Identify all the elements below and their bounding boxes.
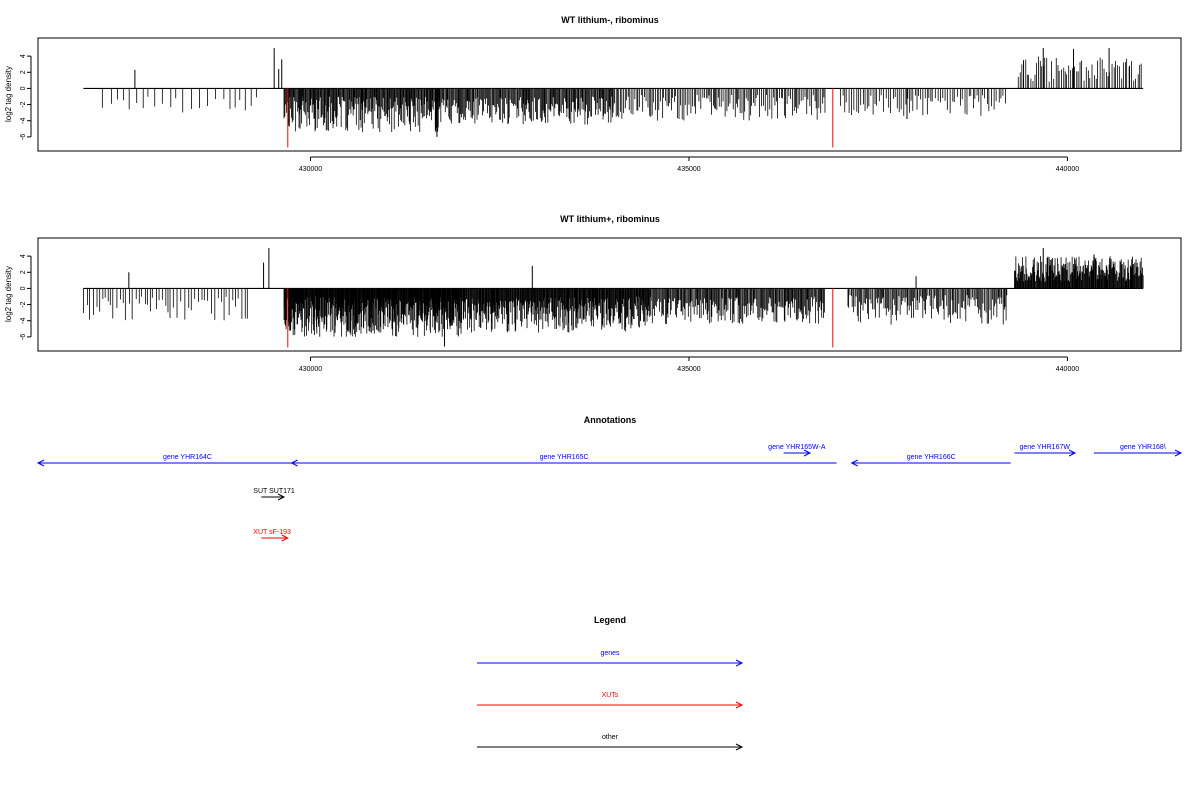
legend-label: other xyxy=(602,734,619,741)
annotation-feature: XUT sF-193 xyxy=(253,529,291,542)
annotation-feature: gene YHR168\ xyxy=(1093,444,1183,457)
arrowhead xyxy=(803,449,812,457)
y-tick-label: 4 xyxy=(20,254,27,258)
x-tick-label: 440000 xyxy=(1056,166,1079,173)
y-axis-label: log2 tag density xyxy=(4,266,13,322)
annotation-feature: gene YHR165W-A xyxy=(768,444,826,457)
legend-label: genes xyxy=(600,650,620,657)
feature-layer: gene YHR164C gene YHR165C gene YHR165W-A ge… xyxy=(36,444,1183,542)
x-tick-label: 435000 xyxy=(677,366,700,373)
x-tick-label: 430000 xyxy=(299,166,322,173)
y-tick-label: 4 xyxy=(20,54,27,58)
legend-item-genes: genes xyxy=(477,650,744,667)
axis-layer: -6 -4 -2 0 2 4 430000 435000 440000 xyxy=(20,254,1079,373)
y-tick-label: -6 xyxy=(20,134,27,140)
y-axis-label: log2 tag density xyxy=(4,66,13,122)
arrowhead xyxy=(735,743,744,751)
y-tick-label: 0 xyxy=(20,286,27,290)
y-tick-label: -2 xyxy=(20,101,27,107)
y-tick-label: -2 xyxy=(20,301,27,307)
feature-label: gene YHR167W xyxy=(1020,444,1071,451)
annotation-feature: gene YHR165C xyxy=(290,454,837,467)
feature-label: gene YHR165W-A xyxy=(768,444,826,451)
arrowhead xyxy=(290,459,298,467)
annotation-feature: gene YHR164C xyxy=(36,454,337,467)
feature-label: gene YHR165C xyxy=(540,454,589,461)
plot-frame xyxy=(37,237,1182,352)
bar-layer xyxy=(83,48,1144,148)
plot-frame xyxy=(37,37,1182,152)
feature-label: gene YHR166C xyxy=(907,454,956,461)
feature-label: gene YHR164C xyxy=(163,454,212,461)
legend-items: genes XUTs other xyxy=(477,650,744,751)
annotations-panel: Annotations gene YHR164C gene YHR165Cgene… xyxy=(36,415,1183,542)
feature-label: SUT SUT171 xyxy=(253,488,295,495)
feature-label: XUT sF-193 xyxy=(253,529,291,536)
arrowhead xyxy=(1068,449,1077,457)
arrowhead xyxy=(277,493,286,501)
y-tick-label: 2 xyxy=(20,70,27,74)
annotation-feature: gene YHR167W xyxy=(1014,444,1077,457)
legend-panel: Legend genes XUTs other xyxy=(477,615,744,751)
legend-title: Legend xyxy=(594,615,626,625)
track-panel-lithium-minus: WT lithium-, ribominus log2 tag density … xyxy=(4,15,1182,173)
y-tick-label: 2 xyxy=(20,270,27,274)
x-tick-label: 430000 xyxy=(299,366,322,373)
panel-title: WT lithium-, ribominus xyxy=(561,15,659,25)
arrowhead xyxy=(850,459,858,467)
annotation-feature: gene YHR166C xyxy=(850,454,1011,467)
x-tick-label: 440000 xyxy=(1056,366,1079,373)
track-panel-lithium-plus: WT lithium+, ribominus log2 tag density … xyxy=(4,214,1182,373)
feature-label: gene YHR168\ xyxy=(1120,444,1166,451)
legend-label: XUTs xyxy=(602,692,619,699)
y-tick-label: -6 xyxy=(20,334,27,340)
annotation-feature: SUT SUT171 xyxy=(253,488,295,501)
arrowhead xyxy=(281,534,289,542)
y-tick-label: 0 xyxy=(20,86,27,90)
arrowhead xyxy=(1174,449,1183,457)
arrowhead xyxy=(36,459,45,467)
axis-layer: -6 -4 -2 0 2 4 430000 435000 440000 xyxy=(20,54,1079,173)
legend-item-other: other xyxy=(477,734,744,751)
annotations-title: Annotations xyxy=(584,415,637,425)
arrowhead xyxy=(735,659,744,667)
bar-layer xyxy=(83,248,1144,348)
legend-item-xuts: XUTs xyxy=(477,692,744,709)
x-tick-label: 435000 xyxy=(677,166,700,173)
arrowhead xyxy=(735,701,744,709)
y-tick-label: -4 xyxy=(20,318,27,324)
panel-title: WT lithium+, ribominus xyxy=(560,214,660,224)
y-tick-label: -4 xyxy=(20,118,27,124)
